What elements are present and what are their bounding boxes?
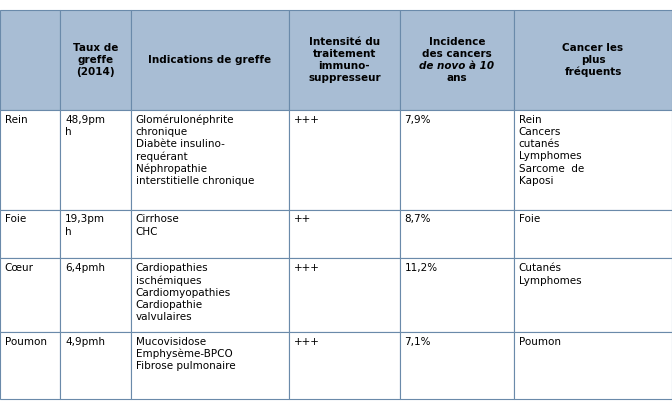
- Bar: [0, 258, 60, 332]
- Text: cutanés: cutanés: [519, 139, 560, 149]
- Text: ++: ++: [294, 214, 311, 225]
- Text: 8,7%: 8,7%: [405, 214, 431, 225]
- Text: Néphropathie: Néphropathie: [136, 164, 207, 174]
- Text: Cancers: Cancers: [519, 127, 561, 137]
- Text: +++: +++: [294, 337, 320, 347]
- Text: Cœur: Cœur: [5, 263, 34, 274]
- Text: Intensité du: Intensité du: [309, 37, 380, 47]
- Bar: [0, 110, 60, 210]
- Bar: [514, 210, 672, 258]
- Text: Cardiopathie: Cardiopathie: [136, 300, 203, 310]
- Text: immuno-: immuno-: [319, 61, 370, 71]
- Text: Glomérulonéphrite: Glomérulonéphrite: [136, 115, 235, 125]
- Text: ans: ans: [447, 73, 467, 83]
- Bar: [514, 10, 672, 110]
- Bar: [514, 332, 672, 399]
- Text: +++: +++: [294, 115, 320, 125]
- Text: Kaposi: Kaposi: [519, 176, 553, 186]
- Text: traitement: traitement: [312, 49, 376, 59]
- Text: Lymphomes: Lymphomes: [519, 276, 581, 286]
- Text: greffe: greffe: [78, 55, 114, 65]
- Text: Fibrose pulmonaire: Fibrose pulmonaire: [136, 361, 235, 371]
- Text: Mucovisidose: Mucovisidose: [136, 337, 206, 347]
- Text: ischémiques: ischémiques: [136, 276, 201, 286]
- Bar: [60, 110, 131, 210]
- Bar: [131, 210, 289, 258]
- Bar: [131, 258, 289, 332]
- Text: Cardiomyopathies: Cardiomyopathies: [136, 288, 231, 298]
- Bar: [289, 332, 400, 399]
- Bar: [60, 210, 131, 258]
- Text: Incidence: Incidence: [429, 37, 485, 47]
- Bar: [514, 258, 672, 332]
- Text: 7,1%: 7,1%: [405, 337, 431, 347]
- Bar: [60, 258, 131, 332]
- Text: Cirrhose: Cirrhose: [136, 214, 179, 225]
- Bar: [131, 332, 289, 399]
- Text: 19,3pm: 19,3pm: [65, 214, 106, 225]
- Bar: [400, 210, 514, 258]
- Bar: [289, 110, 400, 210]
- Text: h: h: [65, 127, 72, 137]
- Text: requérant: requérant: [136, 151, 187, 162]
- Bar: [289, 10, 400, 110]
- Text: suppresseur: suppresseur: [308, 73, 381, 83]
- Bar: [400, 332, 514, 399]
- Text: Poumon: Poumon: [5, 337, 46, 347]
- Text: Foie: Foie: [5, 214, 26, 225]
- Text: +++: +++: [294, 263, 320, 274]
- Bar: [0, 332, 60, 399]
- Text: Foie: Foie: [519, 214, 540, 225]
- Text: h: h: [65, 227, 72, 237]
- Bar: [60, 10, 131, 110]
- Text: chronique: chronique: [136, 127, 188, 137]
- Text: Poumon: Poumon: [519, 337, 560, 347]
- Text: (2014): (2014): [77, 67, 115, 77]
- Bar: [0, 10, 60, 110]
- Text: Cardiopathies: Cardiopathies: [136, 263, 208, 274]
- Bar: [131, 110, 289, 210]
- Text: 6,4pmh: 6,4pmh: [65, 263, 106, 274]
- Text: Rein: Rein: [5, 115, 28, 125]
- Bar: [131, 10, 289, 110]
- Text: Indications de greffe: Indications de greffe: [149, 55, 271, 65]
- Text: interstitielle chronique: interstitielle chronique: [136, 176, 254, 186]
- Text: Cutanés: Cutanés: [519, 263, 562, 274]
- Text: Cancer les: Cancer les: [562, 43, 624, 53]
- Text: plus: plus: [581, 55, 605, 65]
- Text: CHC: CHC: [136, 227, 158, 237]
- Bar: [514, 110, 672, 210]
- Bar: [0, 210, 60, 258]
- Bar: [289, 258, 400, 332]
- Text: des cancers: des cancers: [422, 49, 492, 59]
- Text: fréquents: fréquents: [564, 67, 622, 77]
- Text: 11,2%: 11,2%: [405, 263, 437, 274]
- Text: valvulaires: valvulaires: [136, 312, 192, 322]
- Text: 48,9pm: 48,9pm: [65, 115, 106, 125]
- Text: Sarcome  de: Sarcome de: [519, 164, 584, 174]
- Text: Lymphomes: Lymphomes: [519, 151, 581, 162]
- Text: de novo à 10: de novo à 10: [419, 61, 495, 71]
- Text: Diabète insulino-: Diabète insulino-: [136, 139, 224, 149]
- Text: 4,9pmh: 4,9pmh: [65, 337, 106, 347]
- Text: Rein: Rein: [519, 115, 542, 125]
- Bar: [60, 332, 131, 399]
- Text: 7,9%: 7,9%: [405, 115, 431, 125]
- Bar: [289, 210, 400, 258]
- Bar: [400, 258, 514, 332]
- Text: Taux de: Taux de: [73, 43, 118, 53]
- Bar: [400, 10, 514, 110]
- Text: Emphysème-BPCO: Emphysème-BPCO: [136, 349, 233, 359]
- Bar: [400, 110, 514, 210]
